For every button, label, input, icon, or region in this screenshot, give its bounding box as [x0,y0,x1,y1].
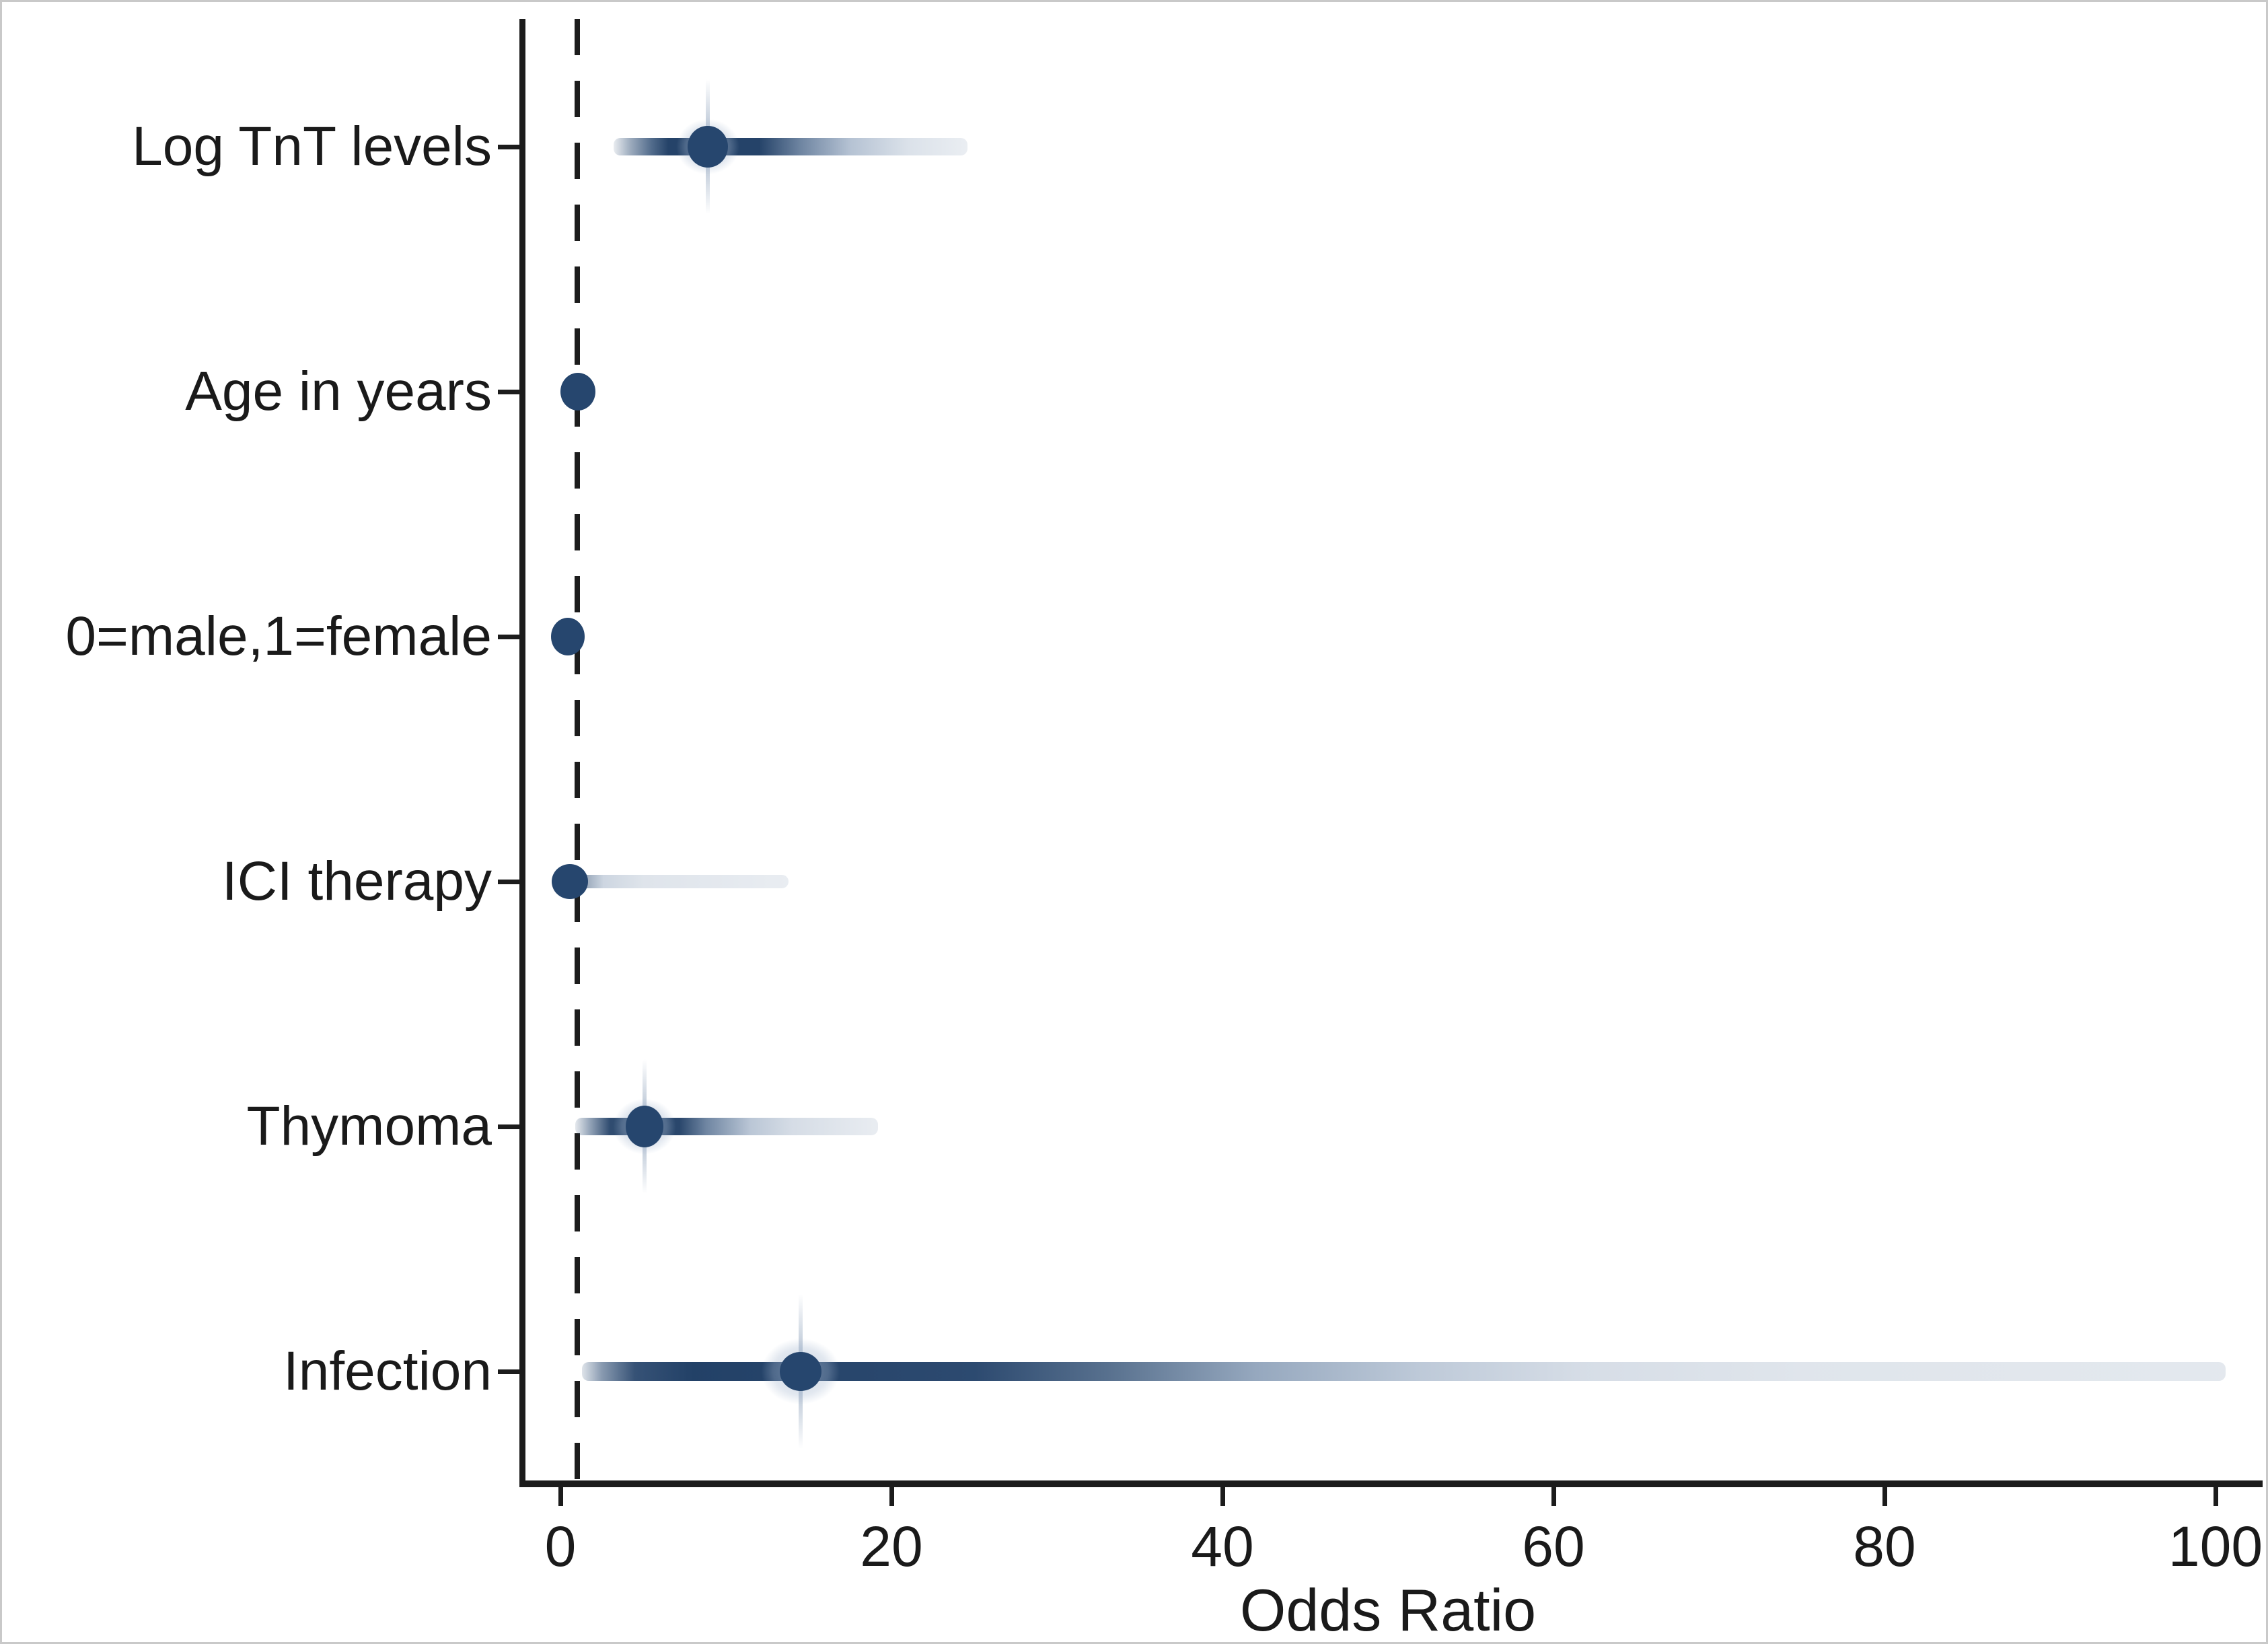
density-band-ici-therapy [570,875,789,888]
x-tick-20 [889,1480,894,1506]
point-estimate-infection [779,1352,821,1391]
point-estimate-log-tnt-levels [687,126,728,168]
point-estimate-thymoma [626,1106,664,1147]
y-tick-ici-therapy [498,880,522,884]
row-label-thymoma: Thymoma [246,1096,492,1157]
y-tick-0-male-1-female [498,635,522,639]
row-label-log-tnt-levels: Log TnT levels [132,116,492,177]
row-label-infection: Infection [283,1341,492,1402]
x-tick-0 [558,1480,563,1506]
reference-line-or-1 [575,19,580,1480]
x-tick-100 [2214,1480,2218,1506]
y-tick-log-tnt-levels [498,145,522,149]
x-axis-line [519,1480,2263,1487]
row-label-0-male-1-female: 0=male,1=female [65,606,492,667]
point-estimate-ici-therapy [551,864,588,899]
density-band-log-tnt-levels [613,138,968,155]
y-tick-thymoma [498,1124,522,1129]
x-tick-80 [1882,1480,1887,1506]
density-band-infection [581,1362,2226,1381]
row-label-age-in-years: Age in years [185,361,492,422]
point-estimate-age-in-years [560,373,595,410]
point-estimate-0-male-1-female [551,618,585,655]
x-tick-40 [1220,1480,1225,1506]
y-tick-age-in-years [498,390,522,394]
x-axis-title: Odds Ratio [1239,1577,1537,1643]
x-tick-label-20: 20 [860,1515,923,1578]
y-tick-infection [498,1369,522,1374]
row-label-ici-therapy: ICI therapy [221,851,492,912]
x-tick-label-80: 80 [1853,1515,1916,1578]
x-tick-60 [1551,1480,1556,1506]
x-tick-label-0: 0 [544,1515,577,1578]
x-tick-label-60: 60 [1522,1515,1585,1578]
x-tick-label-100: 100 [2168,1515,2263,1578]
x-tick-label-40: 40 [1191,1515,1254,1578]
y-axis-line [519,19,525,1487]
